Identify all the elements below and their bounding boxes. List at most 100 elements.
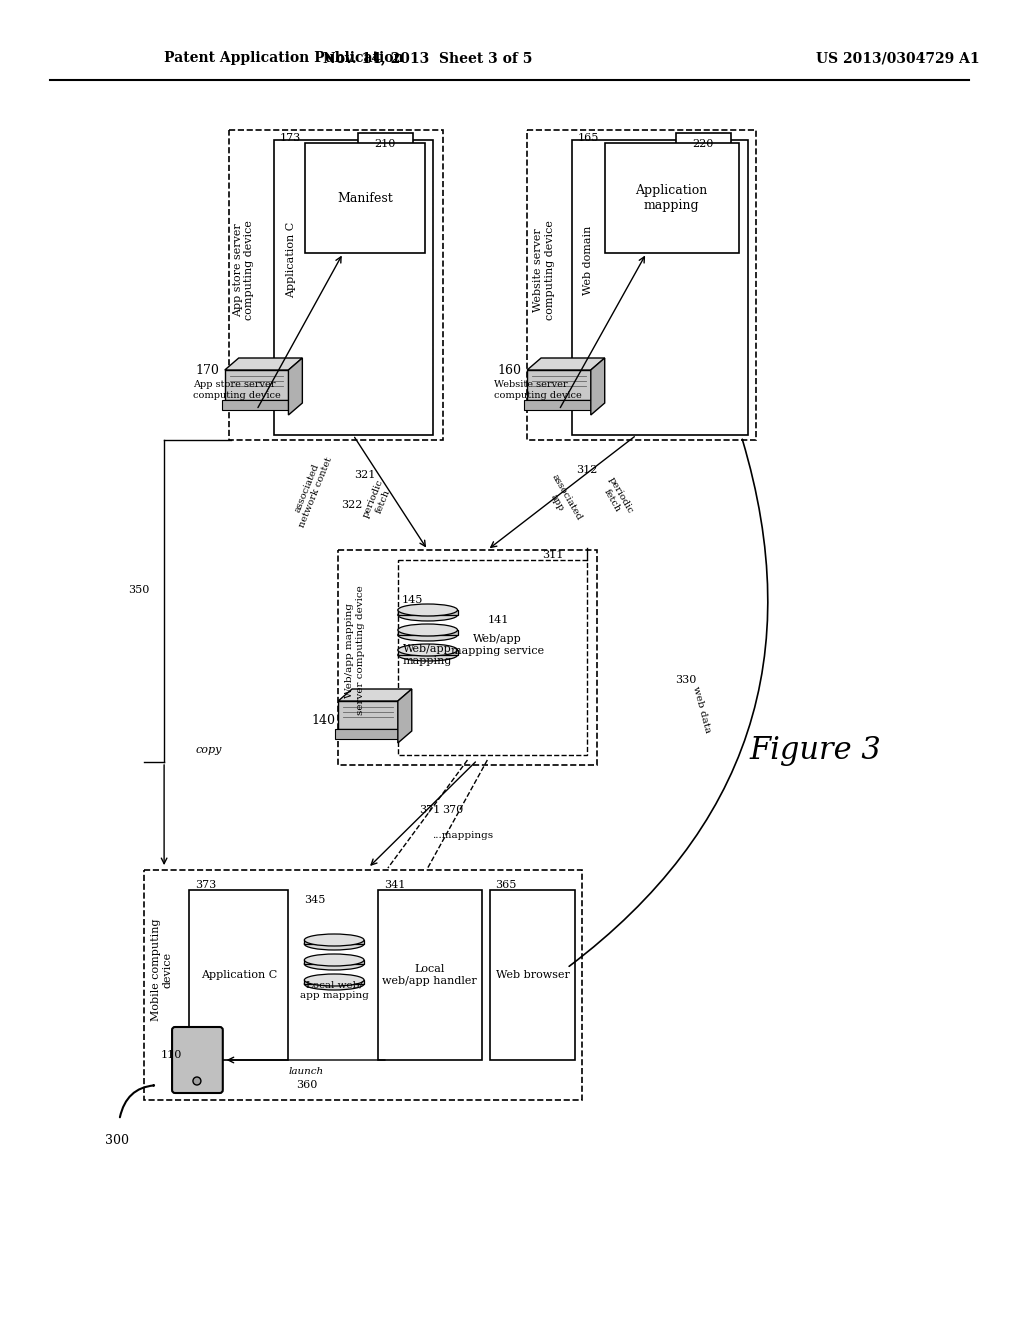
Text: 145: 145 <box>401 595 423 605</box>
Ellipse shape <box>304 978 364 990</box>
Text: Nov. 14, 2013  Sheet 3 of 5: Nov. 14, 2013 Sheet 3 of 5 <box>323 51 532 65</box>
Text: 220: 220 <box>692 139 714 149</box>
Text: 300: 300 <box>105 1134 129 1147</box>
Bar <box>338 701 398 729</box>
Bar <box>305 143 425 253</box>
Text: 322: 322 <box>341 500 362 510</box>
Bar <box>335 729 400 739</box>
FancyArrowPatch shape <box>569 440 768 966</box>
Bar <box>338 550 597 766</box>
Text: US 2013/0304729 A1: US 2013/0304729 A1 <box>815 51 979 65</box>
Text: 350: 350 <box>129 585 150 595</box>
Bar <box>144 870 582 1100</box>
Ellipse shape <box>304 958 364 970</box>
Polygon shape <box>527 358 605 370</box>
Text: 371: 371 <box>419 805 440 814</box>
Bar <box>490 890 574 1060</box>
FancyBboxPatch shape <box>172 1027 223 1093</box>
Text: Website server
computing device: Website server computing device <box>495 380 582 400</box>
Ellipse shape <box>304 935 364 946</box>
Text: Web/app
mapping service: Web/app mapping service <box>451 634 544 656</box>
Text: 345: 345 <box>304 895 326 906</box>
Ellipse shape <box>304 974 364 986</box>
Text: periodic
fetch: periodic fetch <box>598 475 635 520</box>
Ellipse shape <box>398 605 458 616</box>
Text: 140: 140 <box>311 714 335 726</box>
Text: Application C: Application C <box>287 222 296 298</box>
Ellipse shape <box>398 624 458 636</box>
Text: Web/app
mapping: Web/app mapping <box>403 644 453 665</box>
Bar <box>358 133 413 154</box>
Ellipse shape <box>398 609 458 620</box>
Bar <box>225 370 290 400</box>
Polygon shape <box>591 358 605 414</box>
Bar <box>398 610 458 615</box>
Text: Manifest: Manifest <box>337 191 393 205</box>
Text: Application C: Application C <box>201 970 276 979</box>
Polygon shape <box>289 358 302 414</box>
Text: App store server
computing device: App store server computing device <box>232 220 255 319</box>
Text: App store server
computing device: App store server computing device <box>193 380 281 400</box>
Text: 365: 365 <box>496 880 517 890</box>
Text: Web domain: Web domain <box>583 226 593 294</box>
Bar <box>304 960 364 964</box>
Text: Web/app mapping
server computing device: Web/app mapping server computing device <box>345 585 365 715</box>
Text: 170: 170 <box>196 363 220 376</box>
FancyArrowPatch shape <box>120 1085 154 1117</box>
Text: Figure 3: Figure 3 <box>750 734 882 766</box>
Text: associated
network contet: associated network contet <box>289 451 335 528</box>
Bar <box>273 140 433 436</box>
Ellipse shape <box>398 630 458 642</box>
Bar <box>398 560 587 755</box>
Text: periodic
fetch: periodic fetch <box>361 478 394 523</box>
Bar <box>304 979 364 983</box>
Text: 173: 173 <box>280 133 301 143</box>
Bar <box>304 940 364 944</box>
Text: Local
web/app handler: Local web/app handler <box>382 964 477 986</box>
Text: associated
app: associated app <box>541 473 584 527</box>
Text: 311: 311 <box>542 550 563 560</box>
Bar <box>676 133 731 154</box>
Ellipse shape <box>398 644 458 656</box>
Bar <box>228 129 442 440</box>
Text: 160: 160 <box>498 363 521 376</box>
Bar <box>398 630 458 635</box>
Text: Mobile computing
device: Mobile computing device <box>152 919 173 1022</box>
Bar <box>189 890 289 1060</box>
Text: 330: 330 <box>676 675 697 685</box>
Ellipse shape <box>398 649 458 661</box>
Text: 321: 321 <box>354 470 376 480</box>
Text: 312: 312 <box>577 465 598 475</box>
Text: 373: 373 <box>195 880 216 890</box>
Text: 370: 370 <box>442 805 463 814</box>
Polygon shape <box>398 689 412 743</box>
Circle shape <box>193 1077 201 1085</box>
Text: ...mappings: ...mappings <box>432 830 493 840</box>
Polygon shape <box>225 358 302 370</box>
Text: 141: 141 <box>487 615 509 624</box>
Bar <box>378 890 482 1060</box>
Text: 210: 210 <box>374 139 395 149</box>
Bar <box>398 649 458 655</box>
Bar <box>222 400 293 411</box>
Bar <box>527 129 756 440</box>
Text: 360: 360 <box>296 1080 317 1090</box>
Text: Patent Application Publication: Patent Application Publication <box>164 51 403 65</box>
Text: 110: 110 <box>161 1049 182 1060</box>
Ellipse shape <box>304 954 364 966</box>
Bar <box>180 1040 215 1072</box>
Text: Application
mapping: Application mapping <box>635 183 708 213</box>
Polygon shape <box>338 689 412 701</box>
Text: 341: 341 <box>384 880 406 890</box>
Text: Local web/
app mapping: Local web/ app mapping <box>300 981 369 999</box>
Ellipse shape <box>304 939 364 950</box>
Bar <box>571 140 748 436</box>
Text: copy: copy <box>196 744 222 755</box>
Text: 165: 165 <box>578 133 599 143</box>
Bar <box>605 143 739 253</box>
Text: web data: web data <box>690 685 712 734</box>
Text: Website server
computing device: Website server computing device <box>534 220 555 319</box>
Text: launch: launch <box>289 1068 324 1077</box>
Text: Web browser: Web browser <box>497 970 570 979</box>
Bar <box>527 370 592 400</box>
